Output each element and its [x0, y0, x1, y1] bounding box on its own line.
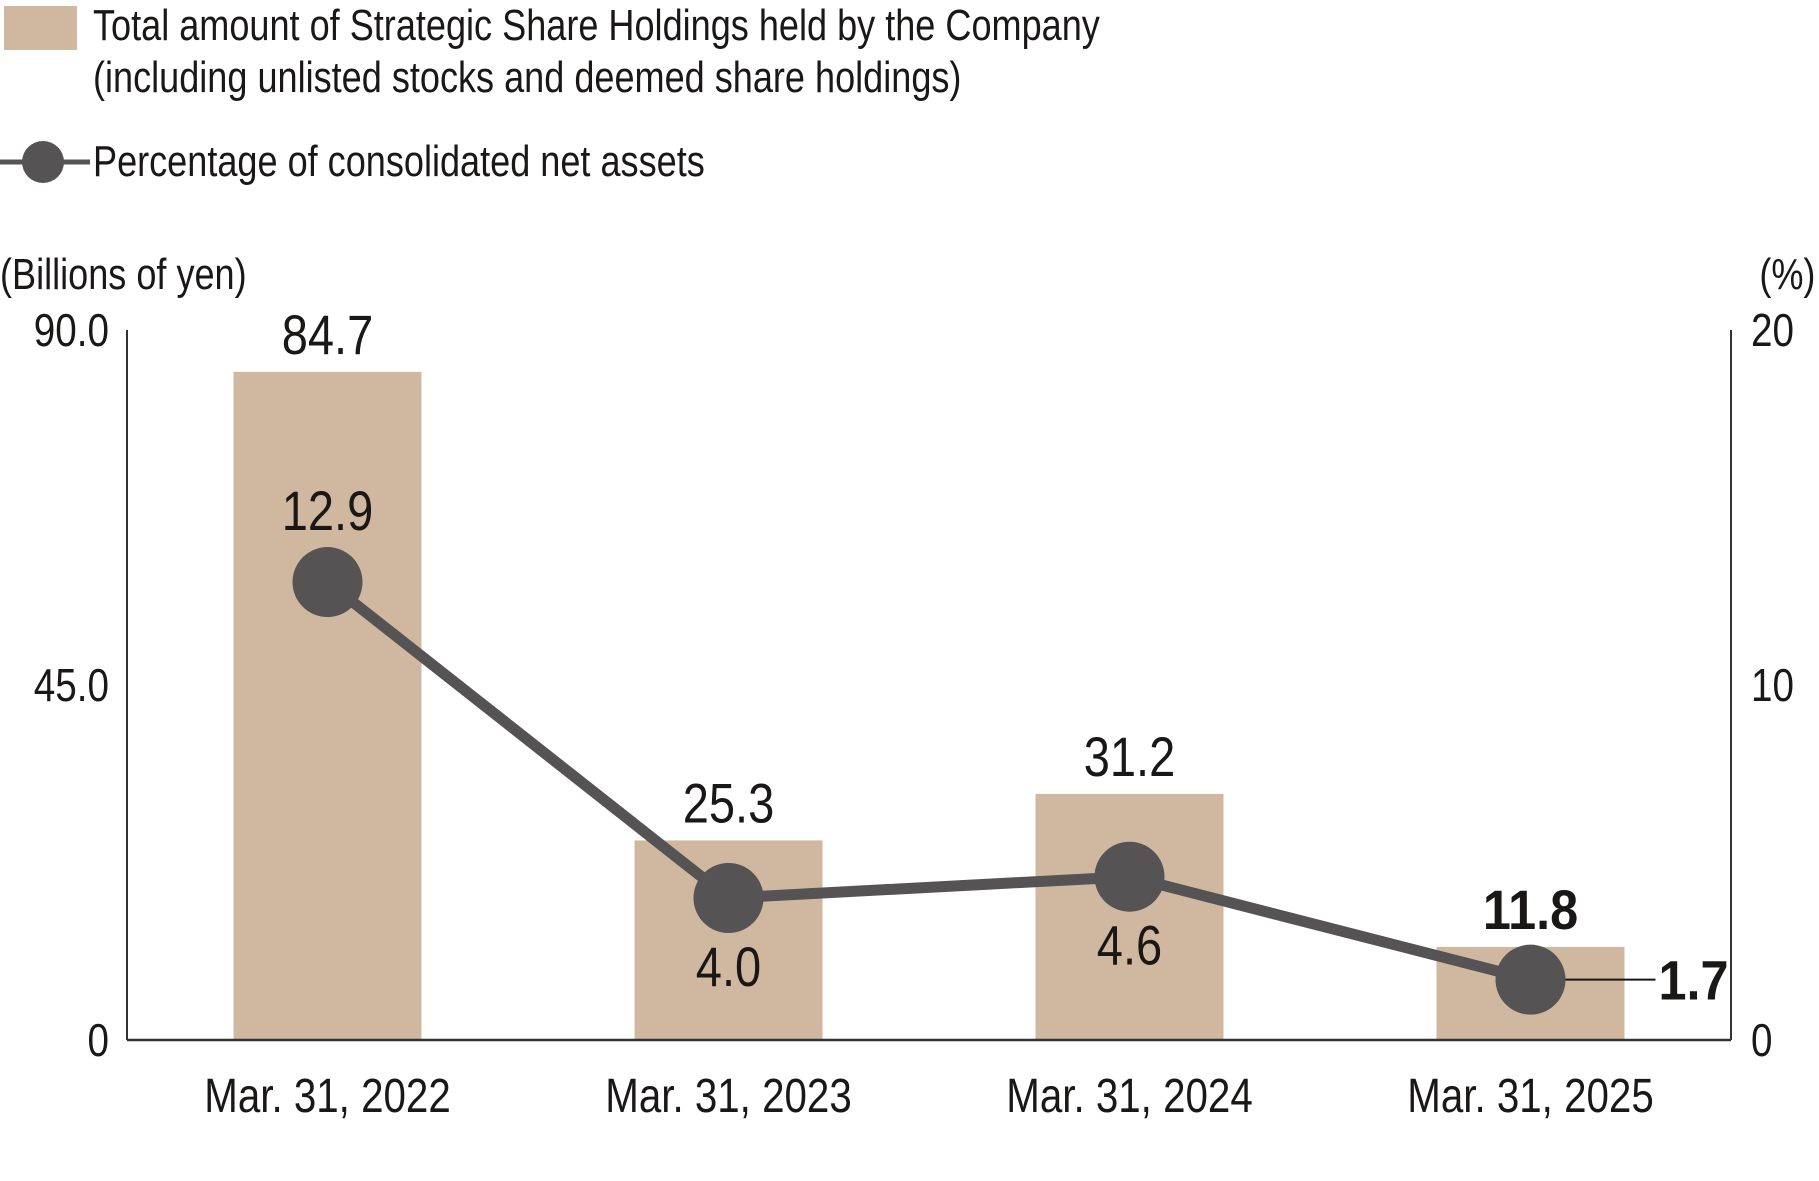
- right-tick-label: 20: [1751, 305, 1794, 356]
- left-tick-label: 0: [88, 1015, 109, 1066]
- line-marker: [1495, 944, 1566, 1015]
- x-tick-label: Mar. 31, 2023: [605, 1070, 851, 1123]
- bar-value-label: 84.7: [282, 303, 374, 366]
- bar-value-label: 25.3: [683, 772, 775, 835]
- right-axis-unit: (%): [1758, 250, 1815, 299]
- bar: [1035, 793, 1224, 1040]
- x-tick-label: Mar. 31, 2024: [1006, 1070, 1252, 1123]
- right-tick-label: 10: [1751, 660, 1794, 711]
- right-tick-label: 0: [1751, 1015, 1772, 1066]
- legend-bar-label-line1: Total amount of Strategic Share Holdings…: [93, 1, 1100, 50]
- left-tick-label: 90.0: [34, 305, 109, 356]
- line-value-label: 1.7: [1659, 950, 1729, 1012]
- left-axis-unit: (Billions of yen): [0, 250, 247, 299]
- bar-value-label: 31.2: [1084, 725, 1176, 788]
- legend-bar-label: Total amount of Strategic Share Holdings…: [93, 0, 1321, 104]
- x-tick-label: Mar. 31, 2025: [1407, 1070, 1653, 1123]
- line-value-label: 4.6: [1097, 914, 1162, 977]
- bar-value-label: 11.8: [1483, 880, 1578, 942]
- line-marker: [693, 863, 764, 933]
- line-series: [324, 577, 1532, 985]
- line-marker: [1094, 841, 1165, 912]
- line-value-label: 12.9: [282, 479, 374, 542]
- legend-bar-swatch: [4, 6, 77, 50]
- legend-line-label: Percentage of consolidated net assets: [93, 137, 705, 186]
- line-marker: [292, 547, 363, 618]
- x-tick-label: Mar. 31, 2022: [204, 1070, 450, 1123]
- bar: [233, 371, 422, 1040]
- line-value-label: 4.0: [696, 935, 761, 998]
- left-tick-label: 45.0: [34, 660, 109, 711]
- legend-bar-label-line2: (including unlisted stocks and deemed sh…: [93, 53, 962, 102]
- legend-line-marker-icon: [0, 141, 90, 183]
